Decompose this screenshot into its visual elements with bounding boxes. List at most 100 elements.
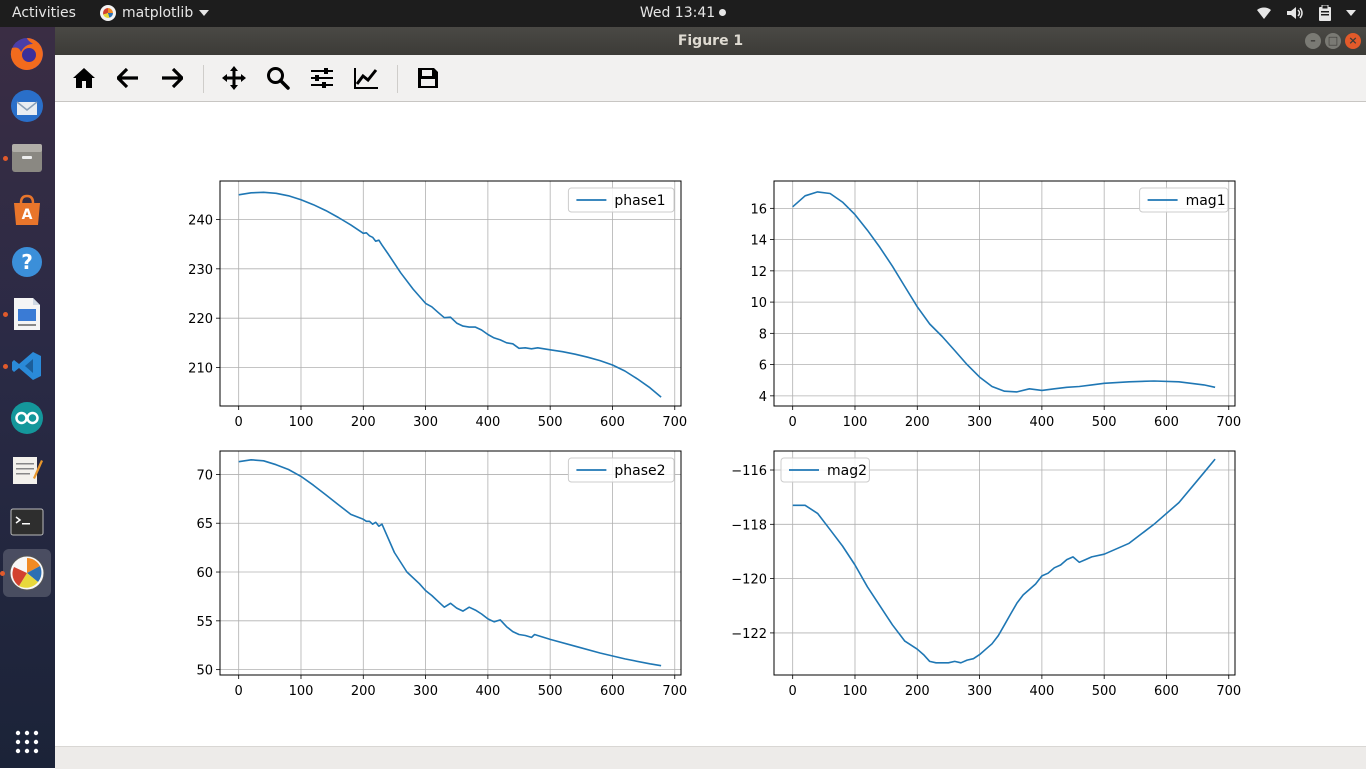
x-tick-label: 700 — [662, 415, 687, 430]
running-indicator — [3, 364, 8, 369]
matplotlib-launcher[interactable] — [0, 549, 51, 597]
subplot-3[interactable]: 0 100 200 300 400 500 600 700 50 55 60 65 70 phase2 — [196, 450, 687, 699]
subplot-1[interactable]: 0 100 200 300 400 500 600 700 210 220 230 240 phase1 — [188, 180, 687, 430]
running-indicator — [0, 571, 5, 576]
series-line-mag2 — [792, 458, 1216, 664]
help-launcher[interactable]: ? — [8, 243, 46, 281]
terminal-icon — [10, 508, 44, 536]
x-tick-label: 600 — [1154, 684, 1179, 699]
y-tick-label: 50 — [196, 664, 213, 679]
plot-area[interactable] — [774, 451, 1235, 675]
axes-frame — [219, 180, 682, 407]
y-tick-label: 230 — [188, 263, 213, 278]
y-tick-label: 6 — [759, 359, 767, 374]
x-tick-label: 200 — [351, 415, 376, 430]
axes-frame — [773, 180, 1236, 407]
x-tick-label: 500 — [538, 415, 563, 430]
show-applications-button[interactable] — [8, 723, 46, 761]
firefox-launcher[interactable] — [8, 35, 46, 73]
thunderbird-launcher[interactable] — [8, 87, 46, 125]
running-indicator — [3, 156, 8, 161]
terminal-launcher[interactable] — [8, 503, 46, 541]
figure-canvas[interactable]: 0 100 200 300 400 500 600 700 210 220 230 240 phase1… — [55, 102, 1366, 746]
home-button[interactable] — [69, 63, 99, 93]
firefox-icon — [10, 38, 43, 70]
x-tick-label: 300 — [413, 415, 438, 430]
subplot-4[interactable]: 0 100 200 300 400 500 600 700 −122 −120 −118 −116 ma… — [731, 450, 1241, 699]
svg-text:A: A — [22, 207, 33, 223]
files-launcher[interactable] — [3, 139, 46, 177]
text-editor-launcher[interactable] — [8, 451, 46, 489]
volume-icon — [1287, 7, 1303, 19]
window-title: Figure 1 — [677, 33, 744, 49]
zoom-icon — [267, 67, 290, 90]
text-editor-icon — [13, 457, 43, 484]
y-tick-label: 4 — [759, 390, 767, 405]
minimize-button[interactable]: – — [1305, 33, 1321, 49]
save-button[interactable] — [413, 63, 443, 93]
legend-label: mag1 — [1186, 193, 1226, 209]
x-tick-label: 100 — [289, 415, 314, 430]
clock-label: Wed 13:41 — [639, 5, 716, 21]
x-tick-label: 0 — [789, 415, 797, 430]
writer-launcher[interactable] — [3, 295, 46, 333]
toolbar-separator — [203, 65, 204, 93]
system-tray[interactable] — [1256, 5, 1356, 21]
y-tick-label: 8 — [759, 327, 767, 342]
activities-button[interactable]: Activities — [12, 5, 76, 21]
close-button[interactable]: × — [1345, 33, 1361, 49]
clock[interactable]: Wed 13:41 — [0, 5, 1366, 21]
legend-frame — [780, 457, 870, 483]
plot-area[interactable] — [220, 451, 681, 675]
software-launcher[interactable]: A — [8, 191, 46, 229]
vscode-icon — [12, 352, 41, 380]
x-tick-label: 400 — [475, 684, 500, 699]
notification-dot-icon — [719, 9, 727, 16]
customize-button[interactable] — [351, 63, 381, 93]
x-tick-label: 500 — [1092, 415, 1117, 430]
help-icon: ? — [12, 247, 42, 277]
x-tick-label: 500 — [538, 684, 563, 699]
axes-frame — [219, 450, 682, 676]
wifi-icon — [1257, 7, 1271, 19]
legend: phase1 — [567, 187, 675, 213]
figure-plots[interactable]: 0 100 200 300 400 500 600 700210220230240phase1… — [55, 102, 1366, 746]
arduino-launcher[interactable] — [8, 399, 46, 437]
plot-area[interactable] — [774, 181, 1235, 406]
subplot-2[interactable]: 0 100 200 300 400 500 600 700 4 6 8 10 12 14 16 mag1 — [750, 180, 1241, 430]
x-tick-label: 600 — [1154, 415, 1179, 430]
forward-button[interactable] — [157, 63, 187, 93]
series-line-phase1 — [238, 191, 662, 398]
vscode-launcher[interactable] — [3, 347, 46, 385]
x-tick-label: 500 — [1092, 684, 1117, 699]
x-tick-label: 700 — [1216, 684, 1241, 699]
save-icon — [418, 68, 438, 88]
svg-text:?: ? — [21, 250, 33, 274]
x-tick-label: 100 — [843, 684, 868, 699]
subplots-button[interactable] — [307, 63, 337, 93]
sliders-icon — [311, 68, 333, 88]
x-tick-label: 700 — [662, 684, 687, 699]
back-button[interactable] — [113, 63, 143, 93]
y-tick-label: −120 — [731, 573, 767, 588]
zoom-button[interactable] — [263, 63, 293, 93]
x-tick-label: 600 — [600, 415, 625, 430]
y-tick-label: 220 — [188, 312, 213, 327]
software-center-icon: A — [14, 194, 40, 225]
x-tick-label: 400 — [1029, 415, 1054, 430]
pan-button[interactable] — [219, 63, 249, 93]
clipboard-icon — [1319, 5, 1331, 21]
y-tick-label: 12 — [750, 265, 767, 280]
x-tick-label: 400 — [475, 415, 500, 430]
x-tick-label: 600 — [600, 684, 625, 699]
maximize-button[interactable]: □ — [1325, 33, 1341, 49]
x-tick-label: 100 — [289, 684, 314, 699]
app-menu-label: matplotlib — [122, 5, 194, 21]
y-tick-label: 240 — [188, 213, 213, 228]
window-titlebar[interactable]: Figure 1 – □ × — [55, 27, 1366, 55]
axes-frame — [773, 450, 1236, 676]
plot-area[interactable] — [220, 181, 681, 406]
legend-frame — [567, 457, 675, 483]
x-tick-label: 0 — [235, 415, 243, 430]
app-menu[interactable]: matplotlib — [100, 5, 210, 21]
